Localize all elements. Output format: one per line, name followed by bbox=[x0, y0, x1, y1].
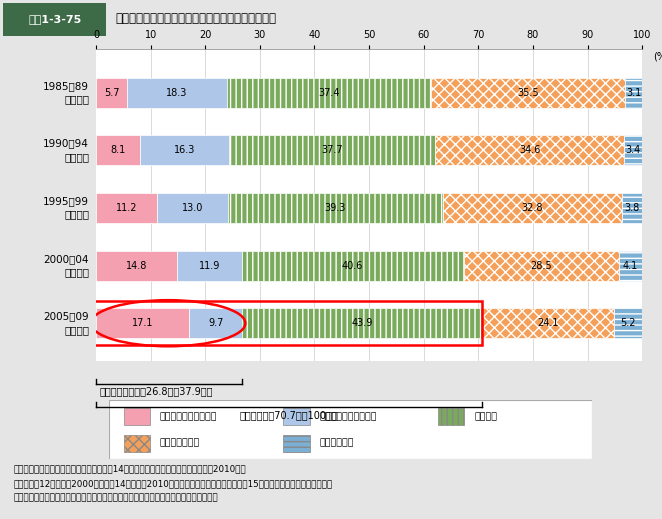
Text: 34.6: 34.6 bbox=[519, 145, 540, 155]
Bar bbox=[229, 135, 435, 165]
Bar bbox=[242, 251, 463, 281]
Bar bbox=[95, 302, 482, 345]
Bar bbox=[614, 308, 642, 338]
Text: 18.3: 18.3 bbox=[166, 88, 188, 98]
Bar bbox=[96, 193, 157, 223]
Text: 第１子の出生年別、第１子出産前後の妻の就業変化: 第１子の出生年別、第１子出産前後の妻の就業変化 bbox=[116, 12, 277, 25]
Text: 出産退職: 出産退職 bbox=[474, 412, 497, 421]
Text: 就業継続（育休利用）: 就業継続（育休利用） bbox=[160, 412, 218, 421]
Bar bbox=[283, 435, 310, 452]
Text: 妊娠前から無職: 妊娠前から無職 bbox=[160, 439, 200, 448]
Text: 出産後継続就業率26.8％（37.9％）: 出産後継続就業率26.8％（37.9％） bbox=[99, 387, 213, 397]
Bar bbox=[124, 408, 150, 425]
FancyBboxPatch shape bbox=[3, 3, 106, 36]
Bar bbox=[443, 193, 622, 223]
Bar bbox=[127, 77, 227, 107]
Text: 3.8: 3.8 bbox=[625, 203, 640, 213]
Text: 8.1: 8.1 bbox=[111, 145, 126, 155]
Bar bbox=[432, 77, 625, 107]
Bar bbox=[96, 251, 177, 281]
Text: 5.2: 5.2 bbox=[620, 318, 636, 328]
Text: 9.7: 9.7 bbox=[208, 318, 224, 328]
Text: 28.5: 28.5 bbox=[530, 261, 552, 270]
Text: た。各年の値は、各調査回における該当する人の回答を合わせて集計したもの。: た。各年の値は、各調査回における該当する人の回答を合わせて集計したもの。 bbox=[13, 494, 218, 502]
Bar bbox=[625, 77, 642, 107]
Bar bbox=[96, 308, 189, 338]
Text: 図表1-3-75: 図表1-3-75 bbox=[28, 13, 81, 24]
Bar bbox=[482, 308, 614, 338]
Text: 14.8: 14.8 bbox=[126, 261, 147, 270]
Bar bbox=[624, 135, 643, 165]
Text: 11.9: 11.9 bbox=[199, 261, 220, 270]
Text: 3.4: 3.4 bbox=[626, 145, 641, 155]
Bar bbox=[438, 408, 465, 425]
Bar bbox=[177, 251, 242, 281]
Bar bbox=[619, 251, 641, 281]
Bar bbox=[96, 135, 140, 165]
Bar bbox=[96, 77, 127, 107]
Bar bbox=[124, 435, 150, 452]
Text: 就業継続（育休なし）: 就業継続（育休なし） bbox=[320, 412, 377, 421]
Text: 43.9: 43.9 bbox=[352, 318, 373, 328]
Text: 5.7: 5.7 bbox=[104, 88, 119, 98]
Text: 16.3: 16.3 bbox=[174, 145, 195, 155]
Bar bbox=[242, 308, 482, 338]
Bar bbox=[463, 251, 619, 281]
Bar bbox=[622, 193, 643, 223]
Text: （注）　第12回調査（2000年）～第14回調査（2010年）において、第１子が１歳以上15歳未満の初婚同士の夫婦に尋ね: （注） 第12回調査（2000年）～第14回調査（2010年）において、第１子が… bbox=[13, 479, 332, 488]
Text: 24.1: 24.1 bbox=[537, 318, 559, 328]
Text: (%): (%) bbox=[653, 52, 662, 62]
Text: 11.2: 11.2 bbox=[116, 203, 137, 213]
Text: その他・不詳: その他・不詳 bbox=[320, 439, 354, 448]
Bar bbox=[435, 135, 624, 165]
Bar bbox=[140, 135, 229, 165]
Text: 3.1: 3.1 bbox=[626, 88, 641, 98]
Bar bbox=[227, 77, 432, 107]
Bar bbox=[189, 308, 242, 338]
Bar bbox=[228, 193, 443, 223]
Text: 13.0: 13.0 bbox=[182, 203, 203, 213]
Bar bbox=[157, 193, 228, 223]
Text: 37.7: 37.7 bbox=[321, 145, 343, 155]
Text: 出産前有職　70.7％（100％）: 出産前有職 70.7％（100％） bbox=[240, 410, 338, 420]
Text: 37.4: 37.4 bbox=[318, 88, 340, 98]
Text: 4.1: 4.1 bbox=[623, 261, 638, 270]
Text: 35.5: 35.5 bbox=[518, 88, 539, 98]
Text: 17.1: 17.1 bbox=[132, 318, 154, 328]
Text: 32.8: 32.8 bbox=[522, 203, 543, 213]
Text: 39.3: 39.3 bbox=[325, 203, 346, 213]
Text: 資料：国立社会保障・人口問題研究所「第14回出生動向基本調査（夫婦調査）」（2010年）: 資料：国立社会保障・人口問題研究所「第14回出生動向基本調査（夫婦調査）」（20… bbox=[13, 465, 246, 473]
Bar bbox=[283, 408, 310, 425]
Text: 40.6: 40.6 bbox=[342, 261, 363, 270]
